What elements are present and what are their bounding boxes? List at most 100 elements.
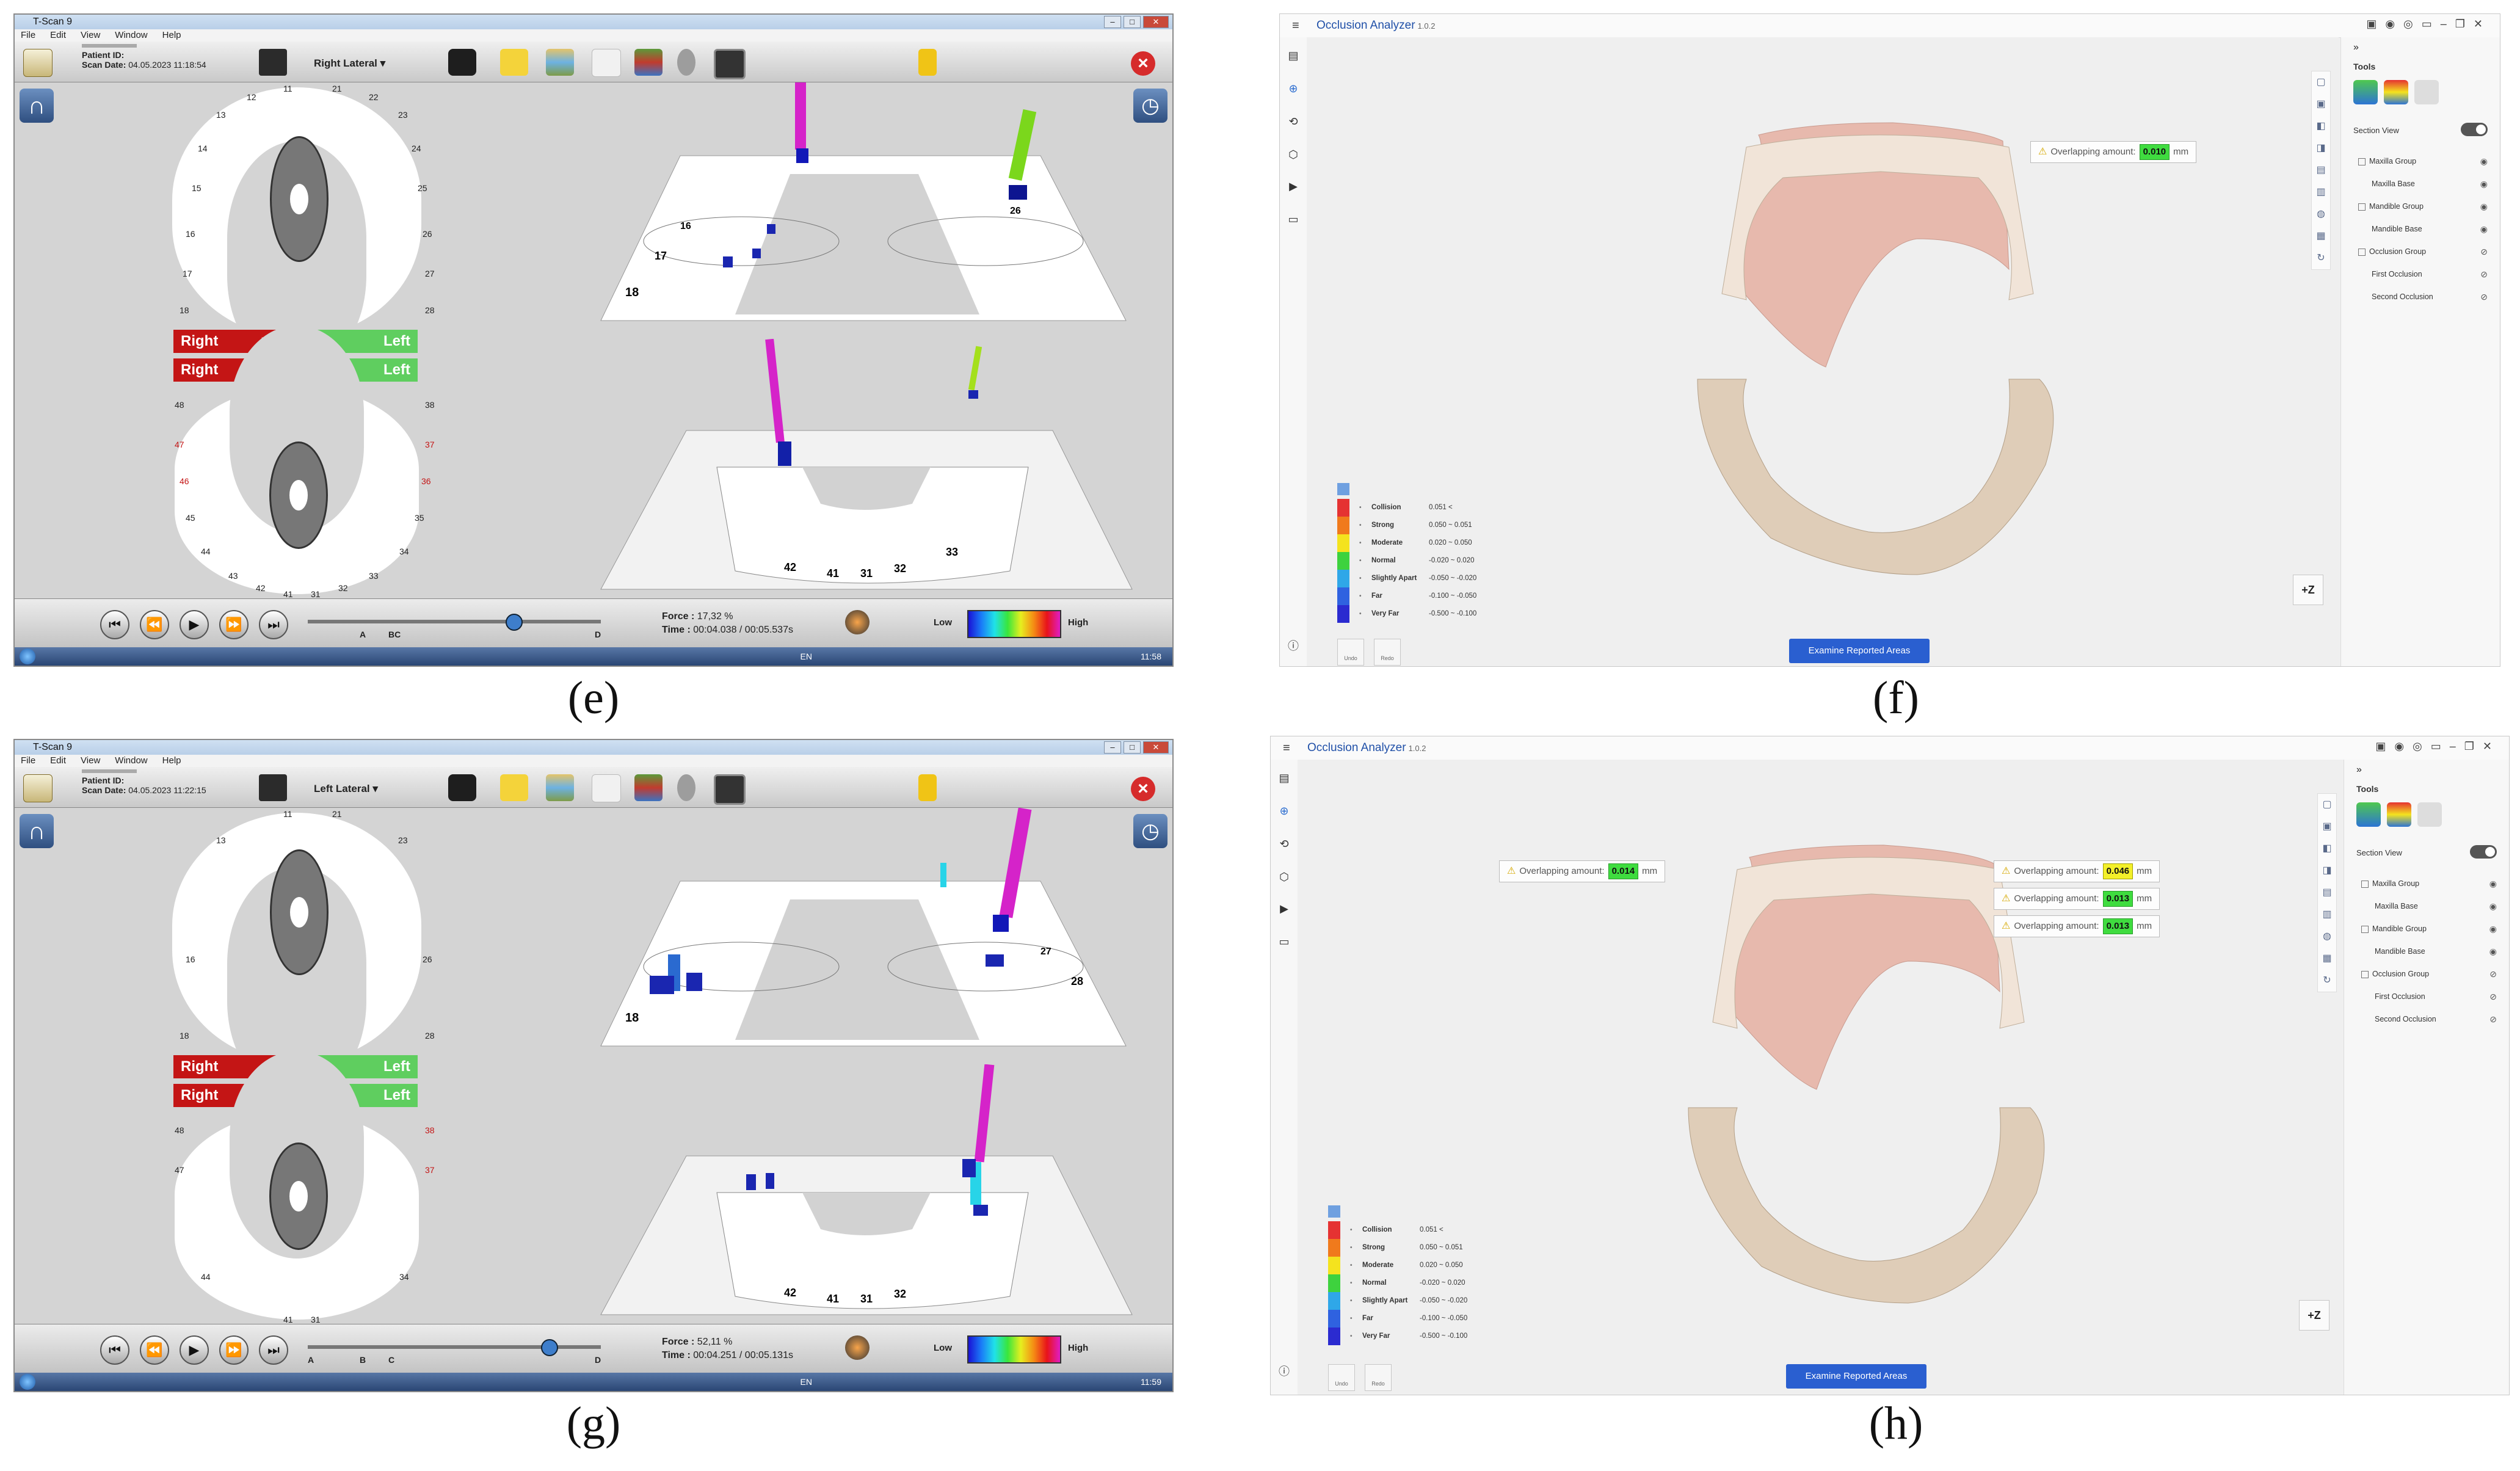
fast-forward-button[interactable]: ⏩ <box>219 1335 249 1365</box>
view-left-icon[interactable]: ◧ <box>2316 121 2326 131</box>
view-right-icon[interactable]: ◨ <box>2316 143 2326 153</box>
occlusion-check-icon[interactable]: ⊕ <box>1288 82 1298 95</box>
texture-icon[interactable]: ▦ <box>2316 231 2326 241</box>
redo-button[interactable]: Redo <box>1365 1364 1392 1391</box>
camera-icon[interactable] <box>448 774 476 801</box>
view-select[interactable]: Right Lateral ▾ <box>314 57 386 69</box>
legend-icon[interactable] <box>1337 483 1349 495</box>
tree-occlusion-group[interactable]: Occlusion Group ⊘ <box>2356 963 2500 986</box>
maximize-button[interactable]: □ <box>1124 16 1141 28</box>
timeline-button[interactable]: ◷ <box>1133 814 1167 848</box>
eye-off-icon[interactable]: ⊘ <box>2489 992 2497 1001</box>
reset-view-icon[interactable]: ↻ <box>2323 975 2331 986</box>
play-button[interactable]: ▶ <box>180 1335 209 1365</box>
section-tool-icon[interactable] <box>2417 802 2442 827</box>
tree-first-occlusion[interactable]: First Occlusion ⊘ <box>2353 263 2491 286</box>
hamburger-menu-icon[interactable]: ≡ <box>1292 19 1299 32</box>
view-top-icon[interactable]: ▢ <box>2316 77 2326 87</box>
monitor-icon[interactable] <box>714 774 746 805</box>
plug-icon[interactable] <box>918 774 937 801</box>
layers-icon[interactable] <box>546 774 574 801</box>
tree-mandible-group[interactable]: Mandible Group ◉ <box>2356 918 2500 940</box>
tree-first-occlusion[interactable]: First Occlusion ⊘ <box>2356 986 2500 1008</box>
close-window-button[interactable]: ✕ <box>1143 16 1169 28</box>
occlusion-tool-icon[interactable] <box>2356 802 2381 827</box>
close-recording-icon[interactable]: × <box>1131 51 1155 76</box>
eye-off-icon[interactable]: ⊘ <box>2480 247 2488 256</box>
menu-view[interactable]: View <box>81 30 101 40</box>
view-bottom-icon[interactable]: ▤ <box>2322 887 2332 898</box>
timeline-slider[interactable] <box>308 1339 601 1356</box>
section-tool-icon[interactable] <box>2414 80 2439 104</box>
patient-card-icon[interactable] <box>23 774 53 802</box>
fast-forward-button[interactable]: ⏩ <box>219 610 249 639</box>
tree-mandible-base[interactable]: Mandible Base ◉ <box>2353 218 2491 241</box>
timeline-slider[interactable] <box>308 614 601 631</box>
skip-end-button[interactable]: ⏭ <box>259 1335 288 1365</box>
eye-icon[interactable]: ◉ <box>2480 224 2488 234</box>
stack-icon[interactable] <box>634 774 663 801</box>
occlusion-tool-icon[interactable] <box>2353 80 2378 104</box>
file-icon[interactable]: ▤ <box>1279 772 1290 784</box>
color-bar-tool-icon[interactable] <box>2384 80 2408 104</box>
monitor-icon[interactable] <box>714 49 746 79</box>
play-button[interactable]: ▶ <box>180 610 209 639</box>
view-front-icon[interactable]: ▣ <box>2316 99 2326 109</box>
plug-icon[interactable] <box>918 49 937 76</box>
start-button[interactable] <box>20 648 35 664</box>
view-select[interactable]: Left Lateral ▾ <box>314 783 378 794</box>
note-icon[interactable] <box>500 49 528 76</box>
close-window-button[interactable]: ✕ <box>1143 741 1169 754</box>
section-view-toggle[interactable] <box>2470 845 2497 859</box>
sensor-icon[interactable] <box>677 49 695 76</box>
save-icon[interactable] <box>259 49 287 76</box>
layers-icon[interactable] <box>546 49 574 76</box>
tooth-icon[interactable] <box>592 49 621 77</box>
maximize-button[interactable]: □ <box>1124 741 1141 754</box>
menu-window[interactable]: Window <box>115 755 148 766</box>
note-icon[interactable] <box>500 774 528 801</box>
skip-start-button[interactable]: ⏮ <box>100 610 129 639</box>
view-bottom-icon[interactable]: ▤ <box>2316 165 2326 175</box>
menu-help[interactable]: Help <box>162 30 181 40</box>
view-right-icon[interactable]: ◨ <box>2322 865 2332 876</box>
tree-maxilla-base[interactable]: Maxilla Base ◉ <box>2356 895 2500 918</box>
sensor-icon[interactable] <box>677 774 695 801</box>
eye-icon[interactable]: ◉ <box>2480 179 2488 189</box>
examine-reported-areas-button[interactable]: Examine Reported Areas <box>1786 1364 1926 1389</box>
color-bar-tool-icon[interactable] <box>2387 802 2411 827</box>
timeline-knob[interactable] <box>506 614 523 631</box>
info-icon[interactable]: ⓘ <box>1279 1365 1290 1378</box>
tree-mandible-base[interactable]: Mandible Base ◉ <box>2356 940 2500 963</box>
plus-z-button[interactable]: +Z <box>2299 1300 2329 1331</box>
hamburger-menu-icon[interactable]: ≡ <box>1283 741 1290 755</box>
timeline-button[interactable]: ◷ <box>1133 89 1167 123</box>
rewind-button[interactable]: ⏪ <box>140 1335 169 1365</box>
menu-window[interactable]: Window <box>115 30 148 40</box>
stack-icon[interactable] <box>634 49 663 76</box>
menu-view[interactable]: View <box>81 755 101 766</box>
view-back-icon[interactable]: ▥ <box>2322 909 2332 920</box>
tree-second-occlusion[interactable]: Second Occlusion ⊘ <box>2353 286 2491 308</box>
tooth-icon[interactable] <box>592 774 621 802</box>
3d-viewport[interactable]: ⚠ Overlapping amount: 0.010 mm • Collision 0.… <box>1307 37 2339 666</box>
play-icon[interactable]: ▶ <box>1289 180 1298 192</box>
start-button[interactable] <box>20 1374 35 1390</box>
arch-view-button[interactable]: ∩ <box>20 89 54 123</box>
window-controls[interactable]: ▣◉◎▭–❐✕ <box>2375 740 2500 752</box>
gauge-icon[interactable] <box>845 1335 870 1360</box>
folder-icon[interactable]: ▭ <box>1279 935 1290 948</box>
patient-card-icon[interactable] <box>23 49 53 77</box>
eye-icon[interactable]: ◉ <box>2489 946 2497 956</box>
eye-off-icon[interactable]: ⊘ <box>2480 269 2488 279</box>
redo-button[interactable]: Redo <box>1374 639 1401 666</box>
collapse-panel-icon[interactable]: » <box>2353 42 2359 53</box>
tree-mandible-group[interactable]: Mandible Group ◉ <box>2353 195 2491 218</box>
tree-occlusion-group[interactable]: Occlusion Group ⊘ <box>2353 241 2491 263</box>
skip-end-button[interactable]: ⏭ <box>259 610 288 639</box>
tree-maxilla-group[interactable]: Maxilla Group ◉ <box>2356 873 2500 895</box>
eye-icon[interactable]: ◉ <box>2480 156 2488 166</box>
undo-button[interactable]: Undo <box>1337 639 1364 666</box>
menu-edit[interactable]: Edit <box>50 755 67 766</box>
window-controls[interactable]: ▣◉◎▭–❐✕ <box>2366 18 2491 30</box>
